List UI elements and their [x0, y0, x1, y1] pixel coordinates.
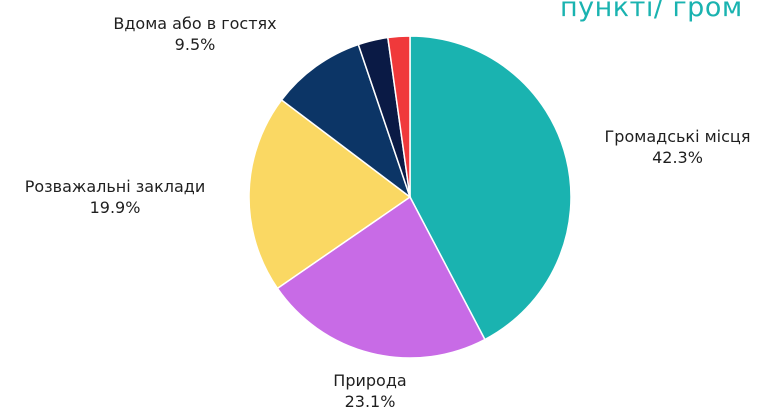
slice-label-nature-text: Природа: [333, 371, 407, 390]
pie-slice-1: [276, 195, 486, 359]
slice-label-home-value: 9.5%: [174, 35, 216, 54]
slice-label-public-places: Громадські місця 42.3%: [585, 126, 770, 168]
slice-label-nature-value: 23.1%: [344, 392, 396, 411]
pie-slices: [248, 35, 572, 359]
chart-title-fragment: пункті/ гром: [560, 0, 743, 23]
slice-label-public-places-value: 42.3%: [652, 148, 703, 167]
slice-label-nature: Природа 23.1%: [270, 370, 470, 412]
pie-slice-0: [409, 35, 572, 341]
slice-label-home: Вдома або в гостях 9.5%: [60, 13, 330, 55]
slice-label-entertainment: Розважальні заклади 19.9%: [0, 176, 230, 218]
slice-label-entertainment-value: 19.9%: [89, 198, 141, 217]
slice-label-public-places-text: Громадські місця: [604, 127, 751, 146]
pie-slice-3: [280, 43, 412, 200]
pie-slice-2: [248, 98, 412, 290]
slice-label-entertainment-text: Розважальні заклади: [24, 177, 206, 196]
slice-label-home-text: Вдома або в гостях: [113, 14, 277, 33]
pie-slice-5: [386, 35, 411, 198]
